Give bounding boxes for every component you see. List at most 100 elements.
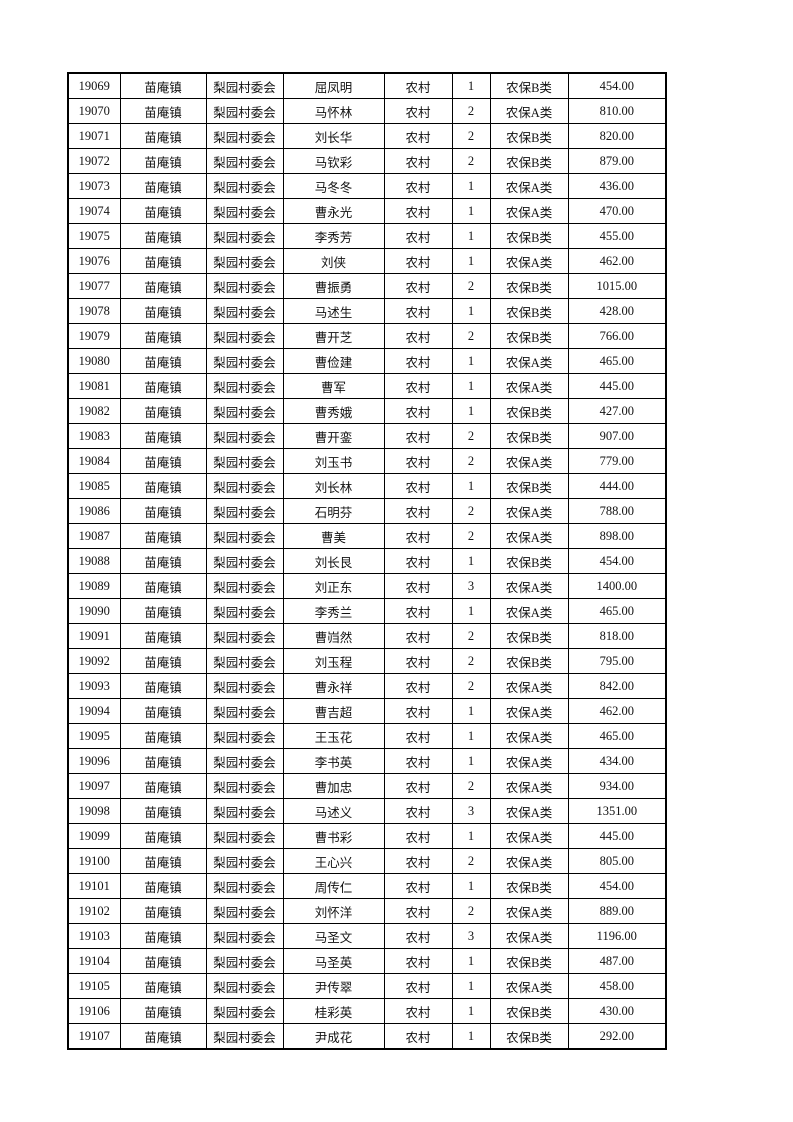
cell-amount: 934.00 — [567, 773, 667, 799]
cell-record-id: 19101 — [67, 873, 121, 899]
cell-town: 苗庵镇 — [119, 723, 207, 749]
cell-area-type: 农村 — [383, 598, 453, 624]
cell-household-count: 1 — [451, 298, 491, 324]
cell-village-committee: 梨园村委会 — [205, 1023, 284, 1050]
cell-area-type: 农村 — [383, 698, 453, 724]
cell-insurance-category: 农保B类 — [489, 72, 569, 99]
cell-name: 马圣文 — [282, 923, 385, 949]
cell-name: 刘正东 — [282, 573, 385, 599]
cell-town: 苗庵镇 — [119, 173, 207, 199]
cell-amount: 879.00 — [567, 148, 667, 174]
cell-amount: 454.00 — [567, 873, 667, 899]
cell-record-id: 19098 — [67, 798, 121, 824]
cell-village-committee: 梨园村委会 — [205, 398, 284, 424]
cell-town: 苗庵镇 — [119, 823, 207, 849]
cell-village-committee: 梨园村委会 — [205, 348, 284, 374]
cell-town: 苗庵镇 — [119, 623, 207, 649]
cell-name: 刘侠 — [282, 248, 385, 274]
cell-household-count: 1 — [451, 173, 491, 199]
cell-household-count: 2 — [451, 423, 491, 449]
cell-record-id: 19075 — [67, 223, 121, 249]
cell-amount: 907.00 — [567, 423, 667, 449]
cell-area-type: 农村 — [383, 873, 453, 899]
cell-town: 苗庵镇 — [119, 473, 207, 499]
cell-household-count: 3 — [451, 573, 491, 599]
cell-village-committee: 梨园村委会 — [205, 98, 284, 124]
cell-village-committee: 梨园村委会 — [205, 423, 284, 449]
cell-household-count: 3 — [451, 798, 491, 824]
cell-area-type: 农村 — [383, 448, 453, 474]
cell-village-committee: 梨园村委会 — [205, 223, 284, 249]
cell-household-count: 2 — [451, 673, 491, 699]
cell-record-id: 19090 — [67, 598, 121, 624]
cell-village-committee: 梨园村委会 — [205, 498, 284, 524]
table-row: 19096 苗庵镇 梨园村委会 李书英 农村 1 农保A类 434.00 — [67, 748, 667, 774]
cell-area-type: 农村 — [383, 473, 453, 499]
cell-insurance-category: 农保B类 — [489, 623, 569, 649]
cell-area-type: 农村 — [383, 898, 453, 924]
cell-area-type: 农村 — [383, 848, 453, 874]
cell-town: 苗庵镇 — [119, 248, 207, 274]
cell-area-type: 农村 — [383, 798, 453, 824]
table-row: 19076 苗庵镇 梨园村委会 刘侠 农村 1 农保A类 462.00 — [67, 248, 667, 274]
cell-area-type: 农村 — [383, 748, 453, 774]
cell-village-committee: 梨园村委会 — [205, 198, 284, 224]
cell-record-id: 19100 — [67, 848, 121, 874]
cell-record-id: 19070 — [67, 98, 121, 124]
cell-town: 苗庵镇 — [119, 373, 207, 399]
cell-village-committee: 梨园村委会 — [205, 573, 284, 599]
cell-household-count: 1 — [451, 72, 491, 99]
cell-amount: 1015.00 — [567, 273, 667, 299]
cell-town: 苗庵镇 — [119, 123, 207, 149]
cell-amount: 779.00 — [567, 448, 667, 474]
table-row: 19101 苗庵镇 梨园村委会 周传仁 农村 1 农保B类 454.00 — [67, 873, 667, 899]
cell-village-committee: 梨园村委会 — [205, 673, 284, 699]
cell-household-count: 1 — [451, 873, 491, 899]
cell-amount: 1196.00 — [567, 923, 667, 949]
cell-name: 刘玉程 — [282, 648, 385, 674]
cell-household-count: 1 — [451, 548, 491, 574]
cell-insurance-category: 农保A类 — [489, 723, 569, 749]
cell-insurance-category: 农保B类 — [489, 398, 569, 424]
cell-record-id: 19092 — [67, 648, 121, 674]
cell-village-committee: 梨园村委会 — [205, 298, 284, 324]
cell-name: 曹振勇 — [282, 273, 385, 299]
cell-household-count: 1 — [451, 473, 491, 499]
cell-amount: 455.00 — [567, 223, 667, 249]
table-row: 19072 苗庵镇 梨园村委会 马钦彩 农村 2 农保B类 879.00 — [67, 148, 667, 174]
cell-town: 苗庵镇 — [119, 298, 207, 324]
cell-insurance-category: 农保B类 — [489, 323, 569, 349]
cell-household-count: 1 — [451, 1023, 491, 1050]
table-row: 19082 苗庵镇 梨园村委会 曹秀娥 农村 1 农保B类 427.00 — [67, 398, 667, 424]
cell-town: 苗庵镇 — [119, 223, 207, 249]
cell-insurance-category: 农保A类 — [489, 348, 569, 374]
table-row: 19103 苗庵镇 梨园村委会 马圣文 农村 3 农保A类 1196.00 — [67, 923, 667, 949]
cell-town: 苗庵镇 — [119, 973, 207, 999]
cell-area-type: 农村 — [383, 573, 453, 599]
cell-household-count: 1 — [451, 723, 491, 749]
cell-amount: 465.00 — [567, 723, 667, 749]
cell-amount: 444.00 — [567, 473, 667, 499]
table-row: 19105 苗庵镇 梨园村委会 尹传翠 农村 1 农保A类 458.00 — [67, 973, 667, 999]
table-row: 19080 苗庵镇 梨园村委会 曹俭建 农村 1 农保A类 465.00 — [67, 348, 667, 374]
cell-insurance-category: 农保A类 — [489, 98, 569, 124]
table-row: 19074 苗庵镇 梨园村委会 曹永光 农村 1 农保A类 470.00 — [67, 198, 667, 224]
cell-record-id: 19069 — [67, 72, 121, 99]
cell-village-committee: 梨园村委会 — [205, 823, 284, 849]
cell-name: 马述生 — [282, 298, 385, 324]
cell-village-committee: 梨园村委会 — [205, 623, 284, 649]
cell-village-committee: 梨园村委会 — [205, 72, 284, 99]
cell-amount: 820.00 — [567, 123, 667, 149]
cell-area-type: 农村 — [383, 373, 453, 399]
cell-area-type: 农村 — [383, 973, 453, 999]
table-row: 19107 苗庵镇 梨园村委会 尹成花 农村 1 农保B类 292.00 — [67, 1023, 667, 1050]
cell-amount: 454.00 — [567, 548, 667, 574]
cell-area-type: 农村 — [383, 98, 453, 124]
cell-area-type: 农村 — [383, 648, 453, 674]
cell-name: 屈凤明 — [282, 72, 385, 99]
cell-village-committee: 梨园村委会 — [205, 248, 284, 274]
cell-village-committee: 梨园村委会 — [205, 648, 284, 674]
table-row: 19086 苗庵镇 梨园村委会 石明芬 农村 2 农保A类 788.00 — [67, 498, 667, 524]
cell-insurance-category: 农保A类 — [489, 823, 569, 849]
cell-name: 王玉花 — [282, 723, 385, 749]
